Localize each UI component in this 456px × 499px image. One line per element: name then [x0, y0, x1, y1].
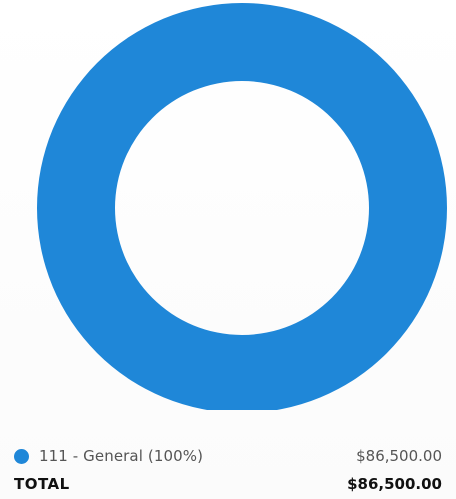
donut-chart-svg [37, 3, 447, 410]
donut-slice [37, 3, 447, 410]
total-value: $86,500.00 [347, 475, 442, 493]
legend-item-value: $86,500.00 [356, 447, 442, 465]
legend-item: 111 - General (100%) $86,500.00 [14, 440, 442, 472]
donut-chart [37, 3, 447, 410]
total-label: TOTAL [14, 475, 70, 493]
legend-item-left: 111 - General (100%) [14, 447, 203, 465]
chart-legend: 111 - General (100%) $86,500.00 TOTAL $8… [14, 440, 442, 496]
total-row: TOTAL $86,500.00 [14, 472, 442, 496]
legend-item-label: 111 - General (100%) [39, 447, 204, 465]
legend-color-dot [14, 448, 29, 464]
